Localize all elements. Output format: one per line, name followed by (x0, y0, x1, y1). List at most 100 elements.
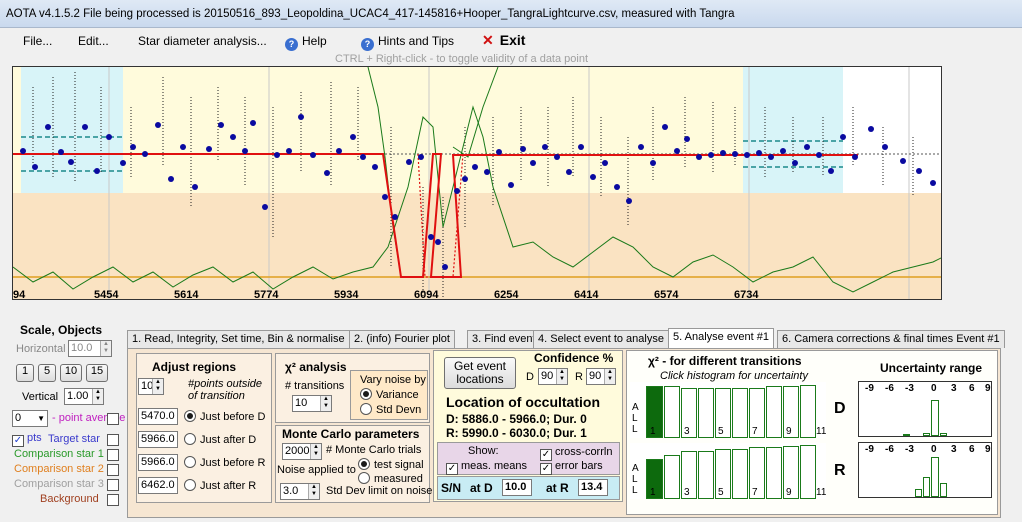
comparison-star-1-checkbox[interactable] (107, 449, 119, 461)
tab-camera-corrections[interactable]: 6. Camera corrections & final times Even… (777, 330, 1005, 348)
d-bar-10[interactable] (800, 385, 816, 438)
meas-means-checkbox[interactable]: ✓ (446, 463, 458, 475)
test-signal-row[interactable]: test signal (358, 458, 424, 471)
just-after-r-row[interactable]: Just after R (184, 479, 256, 492)
just-after-r-radio[interactable] (184, 479, 196, 491)
r-location-line: R: 5990.0 - 6030.0; Dur. 1 (446, 426, 587, 440)
spin-arrows-icon[interactable]: ▲ ▼ (556, 369, 567, 384)
tab-fourier[interactable]: 2. (info) Fourier plot (349, 330, 455, 348)
r-bar-4[interactable] (698, 451, 714, 499)
menu-file[interactable]: File... (23, 34, 53, 48)
r-bar-6[interactable] (732, 449, 748, 499)
just-before-d-row[interactable]: Just before D (184, 410, 265, 423)
d-bar-4[interactable] (698, 388, 714, 438)
d-bar-5[interactable] (715, 388, 731, 438)
menu-star-diameter[interactable]: Star diameter analysis... (138, 34, 267, 48)
menu-help[interactable]: ? Help (285, 34, 327, 51)
comparison-star-2-checkbox[interactable] (107, 464, 119, 476)
spin-arrows-icon[interactable]: ▲ ▼ (310, 444, 321, 459)
points-outside-input[interactable]: 10 ▲ ▼ (138, 378, 164, 395)
d-bar-8[interactable] (766, 386, 782, 438)
light-curve-svg[interactable] (13, 67, 942, 300)
comparison-star-3-checkbox[interactable] (107, 479, 119, 491)
scale-15-button[interactable]: 15 (86, 364, 108, 382)
d-bar-7[interactable] (749, 388, 765, 438)
confidence-r-input[interactable]: 90 ▲ ▼ (586, 368, 616, 385)
d-bar-3[interactable] (681, 388, 697, 438)
monte-trials-label: # Monte Carlo trials (326, 444, 422, 456)
spin-arrows-icon[interactable]: ▲ ▼ (152, 379, 163, 394)
just-before-r-input[interactable]: 5966.0 (138, 454, 178, 471)
stddev-row[interactable]: Std Devn (360, 403, 421, 416)
tab-find-events[interactable]: 3. Find events (467, 330, 547, 348)
background-checkbox[interactable] (107, 494, 119, 506)
r-bar-10[interactable] (800, 445, 816, 499)
tab-analyse-event[interactable]: 5. Analyse event #1 (668, 328, 775, 349)
comparison-star-1-label: Comparison star 1 (14, 448, 104, 460)
pts-checkbox-row[interactable]: ✓ pts (12, 432, 42, 447)
tab-select-event[interactable]: 4. Select event to analyse (533, 330, 669, 348)
d-bar-9[interactable] (783, 386, 799, 438)
d-bar-1[interactable] (646, 386, 663, 438)
spin-arrows-icon[interactable]: ▲ ▼ (308, 484, 319, 499)
error-bars-checkbox[interactable]: ✓ (540, 463, 552, 475)
scale-1-button[interactable]: 1 (16, 364, 34, 382)
spin-arrows-icon[interactable]: ▲ ▼ (604, 369, 615, 384)
just-before-r-row[interactable]: Just before R (184, 456, 265, 469)
d-bar-2[interactable] (664, 386, 680, 438)
just-after-d-radio[interactable] (184, 433, 196, 445)
cross-correlation-line (13, 105, 941, 293)
spin-arrows-icon[interactable]: ▲ ▼ (320, 396, 331, 411)
r-bar-7[interactable] (749, 447, 765, 499)
monte-trials-input[interactable]: 2000 ▲ ▼ (282, 443, 322, 460)
test-signal-radio[interactable] (358, 458, 370, 470)
scale-10-button[interactable]: 10 (60, 364, 82, 382)
spin-arrows-icon[interactable]: ▲ ▼ (92, 389, 103, 404)
stddev-radio[interactable] (360, 403, 372, 415)
just-after-r-input[interactable]: 6462.0 (138, 477, 178, 494)
r-bar-5[interactable] (715, 449, 731, 499)
horizontal-scale-input[interactable]: 10.0 ▲ ▼ (68, 340, 112, 357)
cross-corr-row[interactable]: ✓ cross-corrln (540, 446, 612, 461)
meas-means-row[interactable]: ✓ meas. means (446, 460, 527, 475)
point-average-select[interactable]: 0 ▼ (12, 410, 48, 427)
just-after-d-row[interactable]: Just after D (184, 433, 256, 446)
transitions-title: χ² - for different transitions (648, 354, 802, 368)
measured-radio[interactable] (358, 472, 370, 484)
target-star-checkbox[interactable] (107, 434, 119, 446)
just-after-d-input[interactable]: 5966.0 (138, 431, 178, 448)
get-event-locations-button[interactable]: Get event locations (444, 357, 516, 389)
r-bar-3[interactable] (681, 451, 697, 499)
vertical-scale-input[interactable]: 1.00 ▲ ▼ (64, 388, 104, 405)
r-bar-9[interactable] (783, 446, 799, 499)
confidence-d-input[interactable]: 90 ▲ ▼ (538, 368, 568, 385)
tab-read-integrity[interactable]: 1. Read, Integrity, Set time, Bin & norm… (127, 330, 350, 348)
d-bar-6[interactable] (732, 388, 748, 438)
pts-checkbox[interactable]: ✓ (12, 435, 24, 447)
r-bar-2[interactable] (664, 455, 680, 499)
transitions-input[interactable]: 10 ▲ ▼ (292, 395, 332, 412)
light-curve-plot[interactable] (12, 66, 942, 300)
spin-arrows-icon[interactable]: ▲ ▼ (100, 341, 111, 356)
cross-corr-checkbox[interactable]: ✓ (540, 449, 552, 461)
just-before-r-radio[interactable] (184, 456, 196, 468)
data-points[interactable] (20, 114, 936, 270)
r-bar-1[interactable] (646, 459, 663, 499)
just-before-d-radio[interactable] (184, 410, 196, 422)
menu-hints[interactable]: ? Hints and Tips (361, 34, 454, 51)
r-bar-8[interactable] (766, 447, 782, 499)
error-bars-row[interactable]: ✓ error bars (540, 460, 603, 475)
just-before-d-input[interactable]: 5470.0 (138, 408, 178, 425)
menu-edit[interactable]: Edit... (78, 34, 109, 48)
menu-exit[interactable]: ✕ Exit (482, 32, 525, 49)
measured-row[interactable]: measured (358, 472, 423, 485)
sd-limit-input[interactable]: 3.0 ▲ ▼ (280, 483, 320, 500)
point-average-checkbox[interactable] (107, 413, 119, 425)
variance-row[interactable]: Variance (360, 388, 419, 401)
variance-radio[interactable] (360, 388, 372, 400)
scale-5-button[interactable]: 5 (38, 364, 56, 382)
confidence-title: Confidence % (534, 351, 614, 365)
